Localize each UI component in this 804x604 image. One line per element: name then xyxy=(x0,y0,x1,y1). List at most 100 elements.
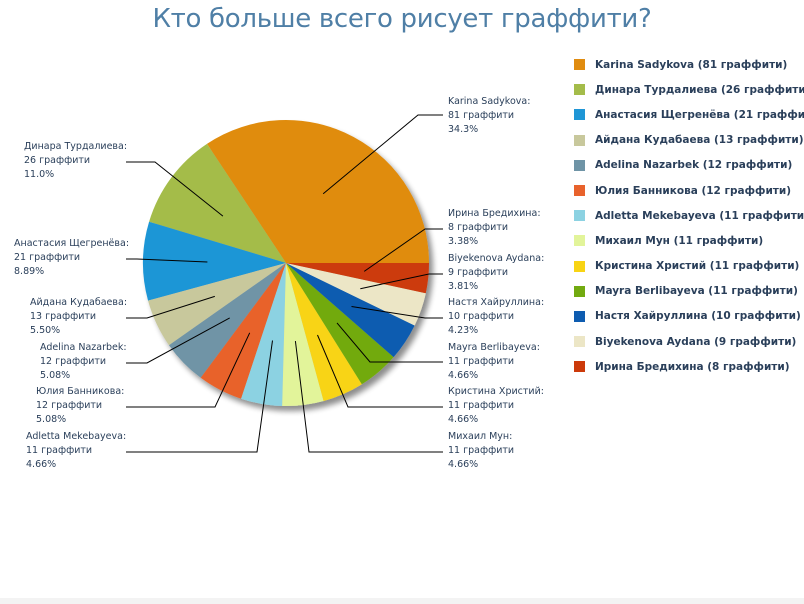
pie-slice[interactable] xyxy=(206,120,429,263)
slice-label-percent: 4.23% xyxy=(448,325,478,336)
legend-item[interactable]: Ирина Бредихина (8 граффити) xyxy=(574,354,802,379)
pie-slice[interactable] xyxy=(286,263,430,294)
legend-item[interactable]: Mayra Berlibayeva (11 граффити) xyxy=(574,279,802,304)
legend-swatch xyxy=(574,310,585,322)
slice-label-percent: 4.66% xyxy=(26,459,56,470)
slice-label-percent: 3.81% xyxy=(448,281,478,292)
legend-swatch xyxy=(574,235,585,247)
slice-label-name: Mayra Berlibayeva: xyxy=(448,342,540,353)
legend-item[interactable]: Adelina Nazarbek (12 граффити) xyxy=(574,153,802,178)
legend-label: Михаил Мун (11 граффити) xyxy=(595,234,764,247)
slice-label-percent: 3.38% xyxy=(448,236,478,247)
legend-label: Анастасия Щегренёва (21 граффити) xyxy=(595,108,804,121)
legend-item[interactable]: Юлия Банникова (12 граффити) xyxy=(574,178,802,203)
slice-label-count: 9 граффити xyxy=(448,267,508,278)
legend-swatch xyxy=(574,134,585,146)
legend-item[interactable]: Михаил Мун (11 граффити) xyxy=(574,228,802,253)
leader-line xyxy=(126,332,251,408)
legend-swatch xyxy=(574,336,585,348)
slice-label-name: Adletta Mekebayeva: xyxy=(26,431,126,442)
leader-line xyxy=(336,322,443,363)
legend-label: Айдана Кудабаева (13 граффити) xyxy=(595,134,804,147)
slice-label-count: 11 граффити xyxy=(448,356,514,367)
pie-slices xyxy=(143,120,430,407)
pie-slice[interactable] xyxy=(286,263,394,385)
slice-label-percent: 5.50% xyxy=(30,325,60,336)
legend-label: Ирина Бредихина (8 граффити) xyxy=(595,360,790,373)
pie-slice[interactable] xyxy=(241,263,286,406)
leader-line xyxy=(317,334,443,408)
slice-label-name: Biyekenova Aydana: xyxy=(448,253,544,264)
legend-label: Динара Турдалиева (26 граффити) xyxy=(595,83,804,96)
slice-label-name: Анастасия Щегренёва: xyxy=(14,238,129,249)
pie-slice[interactable] xyxy=(200,263,286,399)
leader-line xyxy=(126,258,208,263)
slice-label-name: Karina Sadykova: xyxy=(448,96,530,107)
slice-label-count: 8 граффити xyxy=(448,222,508,233)
leader-lines xyxy=(126,114,443,453)
slice-label-name: Михаил Мун: xyxy=(448,431,512,442)
pie-slice[interactable] xyxy=(149,143,286,263)
legend-label: Mayra Berlibayeva (11 граффити) xyxy=(595,285,798,298)
legend-item[interactable]: Анастасия Щегренёва (21 граффити) xyxy=(574,102,804,127)
legend-label: Кристина Христий (11 граффити) xyxy=(595,260,800,273)
slice-label-percent: 4.66% xyxy=(448,459,478,470)
legend-item[interactable]: Настя Хайруллина (10 граффити) xyxy=(574,304,802,329)
slice-label-name: Ирина Бредихина: xyxy=(448,208,541,219)
pie-slice[interactable] xyxy=(282,263,324,407)
slice-label-percent: 34.3% xyxy=(448,124,478,135)
legend-item[interactable]: Biyekenova Aydana (9 граффити) xyxy=(574,329,802,354)
slice-label-name: Кристина Христий: xyxy=(448,386,544,397)
page-bottom-strip xyxy=(0,598,804,604)
legend-item[interactable]: Айдана Кудабаева (13 граффити) xyxy=(574,128,804,153)
pie-slice[interactable] xyxy=(168,263,286,378)
leader-line xyxy=(322,114,443,195)
chart-title: Кто больше всего рисует граффити? xyxy=(152,4,652,34)
slice-label-name: Юлия Банникова: xyxy=(36,386,124,397)
slice-label-count: 11 граффити xyxy=(26,445,92,456)
legend-swatch xyxy=(574,109,585,121)
slice-label-count: 21 граффити xyxy=(14,252,80,263)
slice-label-count: 12 граффити xyxy=(40,356,106,367)
leader-line xyxy=(126,295,215,319)
slice-label-percent: 4.66% xyxy=(448,414,478,425)
slice-label-count: 13 граффити xyxy=(30,311,96,322)
leader-line xyxy=(294,341,443,453)
slice-label-name: Adelina Nazarbek: xyxy=(40,342,127,353)
legend-label: Юлия Банникова (12 граффити) xyxy=(595,184,792,197)
slice-label-percent: 11.0% xyxy=(24,169,54,180)
legend-item[interactable]: Adletta Mekebayeva (11 граффити) xyxy=(574,203,804,228)
legend-label: Karina Sadykova (81 граффити) xyxy=(595,58,788,71)
legend-swatch xyxy=(574,185,585,197)
legend-swatch xyxy=(574,59,585,71)
pie-slice[interactable] xyxy=(286,263,415,358)
leader-line xyxy=(351,306,443,319)
slice-label-count: 26 граффити xyxy=(24,155,90,166)
pie-slice[interactable] xyxy=(143,221,286,301)
legend-label: Adelina Nazarbek (12 граффити) xyxy=(595,159,793,172)
leader-line xyxy=(126,317,230,364)
pie-slice[interactable] xyxy=(148,263,286,346)
legend: Karina Sadykova (81 граффити) Динара Турд… xyxy=(574,52,804,379)
slice-label-percent: 5.08% xyxy=(36,414,66,425)
legend-item[interactable]: Karina Sadykova (81 граффити) xyxy=(574,52,802,77)
slice-label-name: Динара Турдалиева: xyxy=(24,141,127,152)
slice-label-count: 10 граффити xyxy=(448,311,514,322)
leader-line xyxy=(126,340,273,453)
legend-swatch xyxy=(574,84,585,96)
legend-item[interactable]: Динара Турдалиева (26 граффити) xyxy=(574,77,804,102)
legend-swatch xyxy=(574,361,585,373)
legend-label: Adletta Mekebayeva (11 граффити) xyxy=(595,209,804,222)
legend-swatch xyxy=(574,210,585,222)
slice-label-count: 81 граффити xyxy=(448,110,514,121)
slice-labels: Karina Sadykova: 81 граффити 34.3% Динара Т… xyxy=(14,96,544,470)
slice-label-name: Настя Хайруллина: xyxy=(448,297,544,308)
slice-label-count: 11 граффити xyxy=(448,400,514,411)
slice-label-name: Айдана Кудабаева: xyxy=(30,297,127,308)
legend-item[interactable]: Кристина Христий (11 граффити) xyxy=(574,254,802,279)
pie-slice[interactable] xyxy=(286,263,426,326)
pie-slice[interactable] xyxy=(286,263,362,401)
legend-swatch xyxy=(574,159,585,171)
legend-swatch xyxy=(574,285,585,297)
